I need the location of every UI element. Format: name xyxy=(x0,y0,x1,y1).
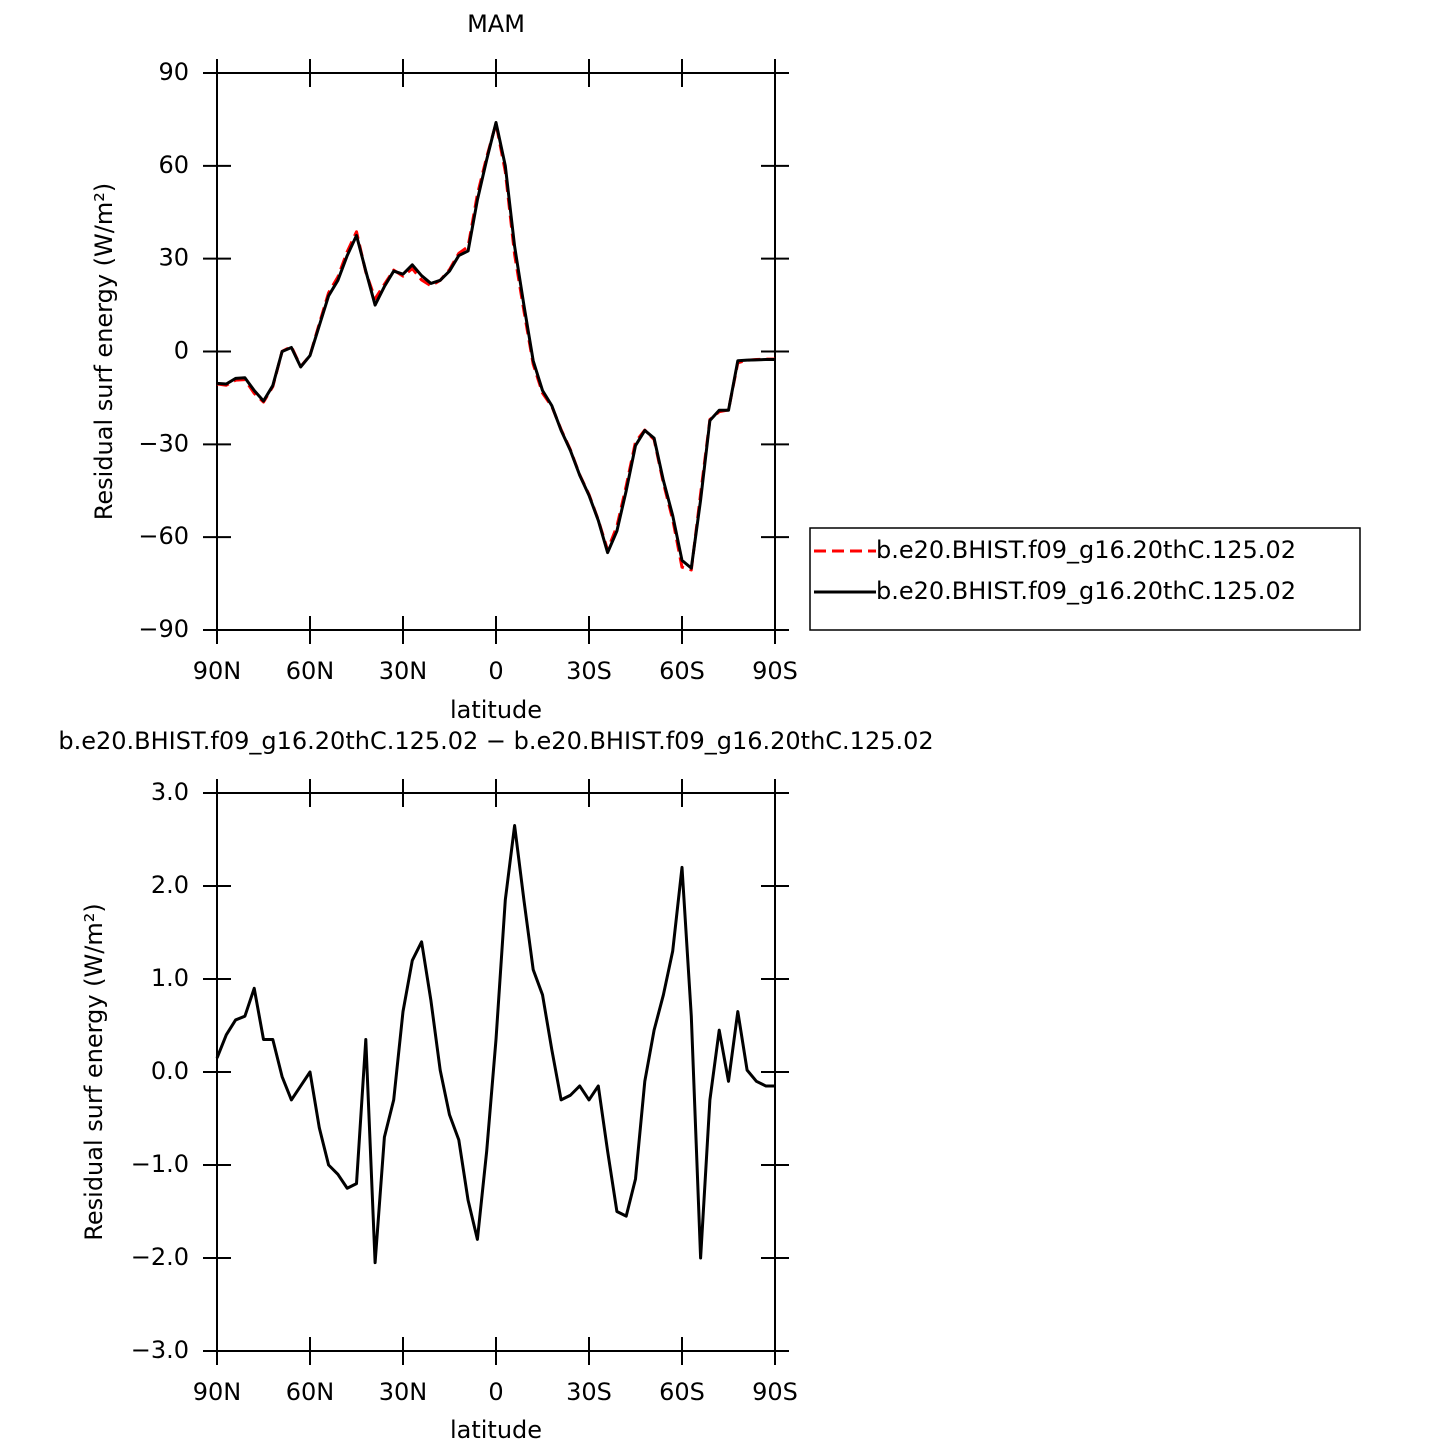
x-tick-label: 60N xyxy=(286,657,335,685)
y-tick-label: −60 xyxy=(138,522,189,550)
x-tick-label: 30N xyxy=(379,657,428,685)
x-tick-label: 60S xyxy=(659,1378,705,1406)
x-tick-label: 60S xyxy=(659,657,705,685)
data-line xyxy=(216,121,775,570)
y-tick-label: −30 xyxy=(138,429,189,457)
y-tick-label: −90 xyxy=(138,615,189,643)
y-tick-label: 0 xyxy=(174,337,189,365)
y-tick-label: −3.0 xyxy=(131,1336,189,1364)
data-line xyxy=(215,824,775,1265)
y-tick-label: 90 xyxy=(158,58,189,86)
x-tick-label: 0 xyxy=(488,1378,503,1406)
y-tick-label: −1.0 xyxy=(131,1150,189,1178)
legend-label: b.e20.BHIST.f09_g16.20thC.125.02 xyxy=(876,577,1296,605)
x-tick-label: 90S xyxy=(752,657,798,685)
x-tick-label: 60N xyxy=(286,1378,335,1406)
plot-frame xyxy=(216,792,776,1352)
chart-title: MAM xyxy=(467,10,525,38)
x-tick-label: 90S xyxy=(752,1378,798,1406)
x-tick-label: 90N xyxy=(193,1378,242,1406)
x-tick-label: 30S xyxy=(566,657,612,685)
chart-title: b.e20.BHIST.f09_g16.20thC.125.02 − b.e20… xyxy=(58,727,933,755)
x-axis-label: latitude xyxy=(450,1416,542,1444)
y-tick-label: 0.0 xyxy=(151,1057,189,1085)
y-tick-label: −2.0 xyxy=(131,1243,189,1271)
y-tick-label: 3.0 xyxy=(151,778,189,806)
y-axis-label: Residual surf energy (W/m²) xyxy=(80,903,108,1240)
y-axis-label: Residual surf energy (W/m²) xyxy=(90,183,118,520)
x-tick-label: 90N xyxy=(193,657,242,685)
data-line xyxy=(216,122,775,572)
plot-frame xyxy=(216,72,776,631)
y-tick-label: 2.0 xyxy=(151,871,189,899)
y-tick-label: 30 xyxy=(158,244,189,272)
legend-label: b.e20.BHIST.f09_g16.20thC.125.02 xyxy=(876,536,1296,564)
legend-box xyxy=(809,527,1361,631)
x-tick-label: 30N xyxy=(379,1378,428,1406)
x-tick-label: 30S xyxy=(566,1378,612,1406)
x-tick-label: 0 xyxy=(488,657,503,685)
y-tick-label: 1.0 xyxy=(151,964,189,992)
x-axis-label: latitude xyxy=(450,696,542,724)
y-tick-label: 60 xyxy=(158,151,189,179)
